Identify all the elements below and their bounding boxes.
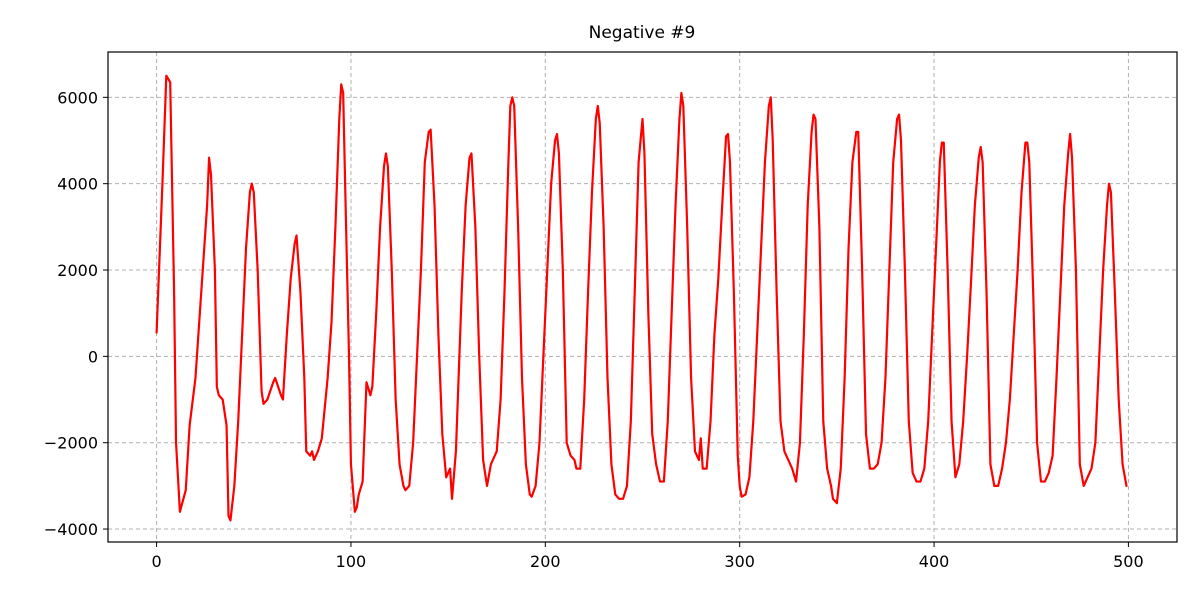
x-tick-label: 200 <box>530 552 561 571</box>
y-axis: −4000 −2000 0 2000 4000 6000 <box>44 88 108 539</box>
y-tick-label: 6000 <box>57 88 98 107</box>
x-tick-label: 100 <box>336 552 367 571</box>
y-tick-label: 0 <box>88 347 98 366</box>
y-tick-label: 2000 <box>57 261 98 280</box>
x-tick-label: 400 <box>919 552 950 571</box>
series-line <box>155 74 1128 522</box>
x-tick-label: 0 <box>151 552 161 571</box>
x-tick-label: 300 <box>724 552 755 571</box>
x-axis: 0 100 200 300 400 500 <box>151 542 1144 571</box>
series-layer <box>155 74 1128 522</box>
y-tick-label: 4000 <box>57 175 98 194</box>
y-tick-label: −4000 <box>44 520 98 539</box>
chart-title: Negative #9 <box>589 23 696 43</box>
plot-area-frame <box>107 51 1178 543</box>
x-tick-label: 500 <box>1113 552 1144 571</box>
y-tick-label: −2000 <box>44 434 98 453</box>
